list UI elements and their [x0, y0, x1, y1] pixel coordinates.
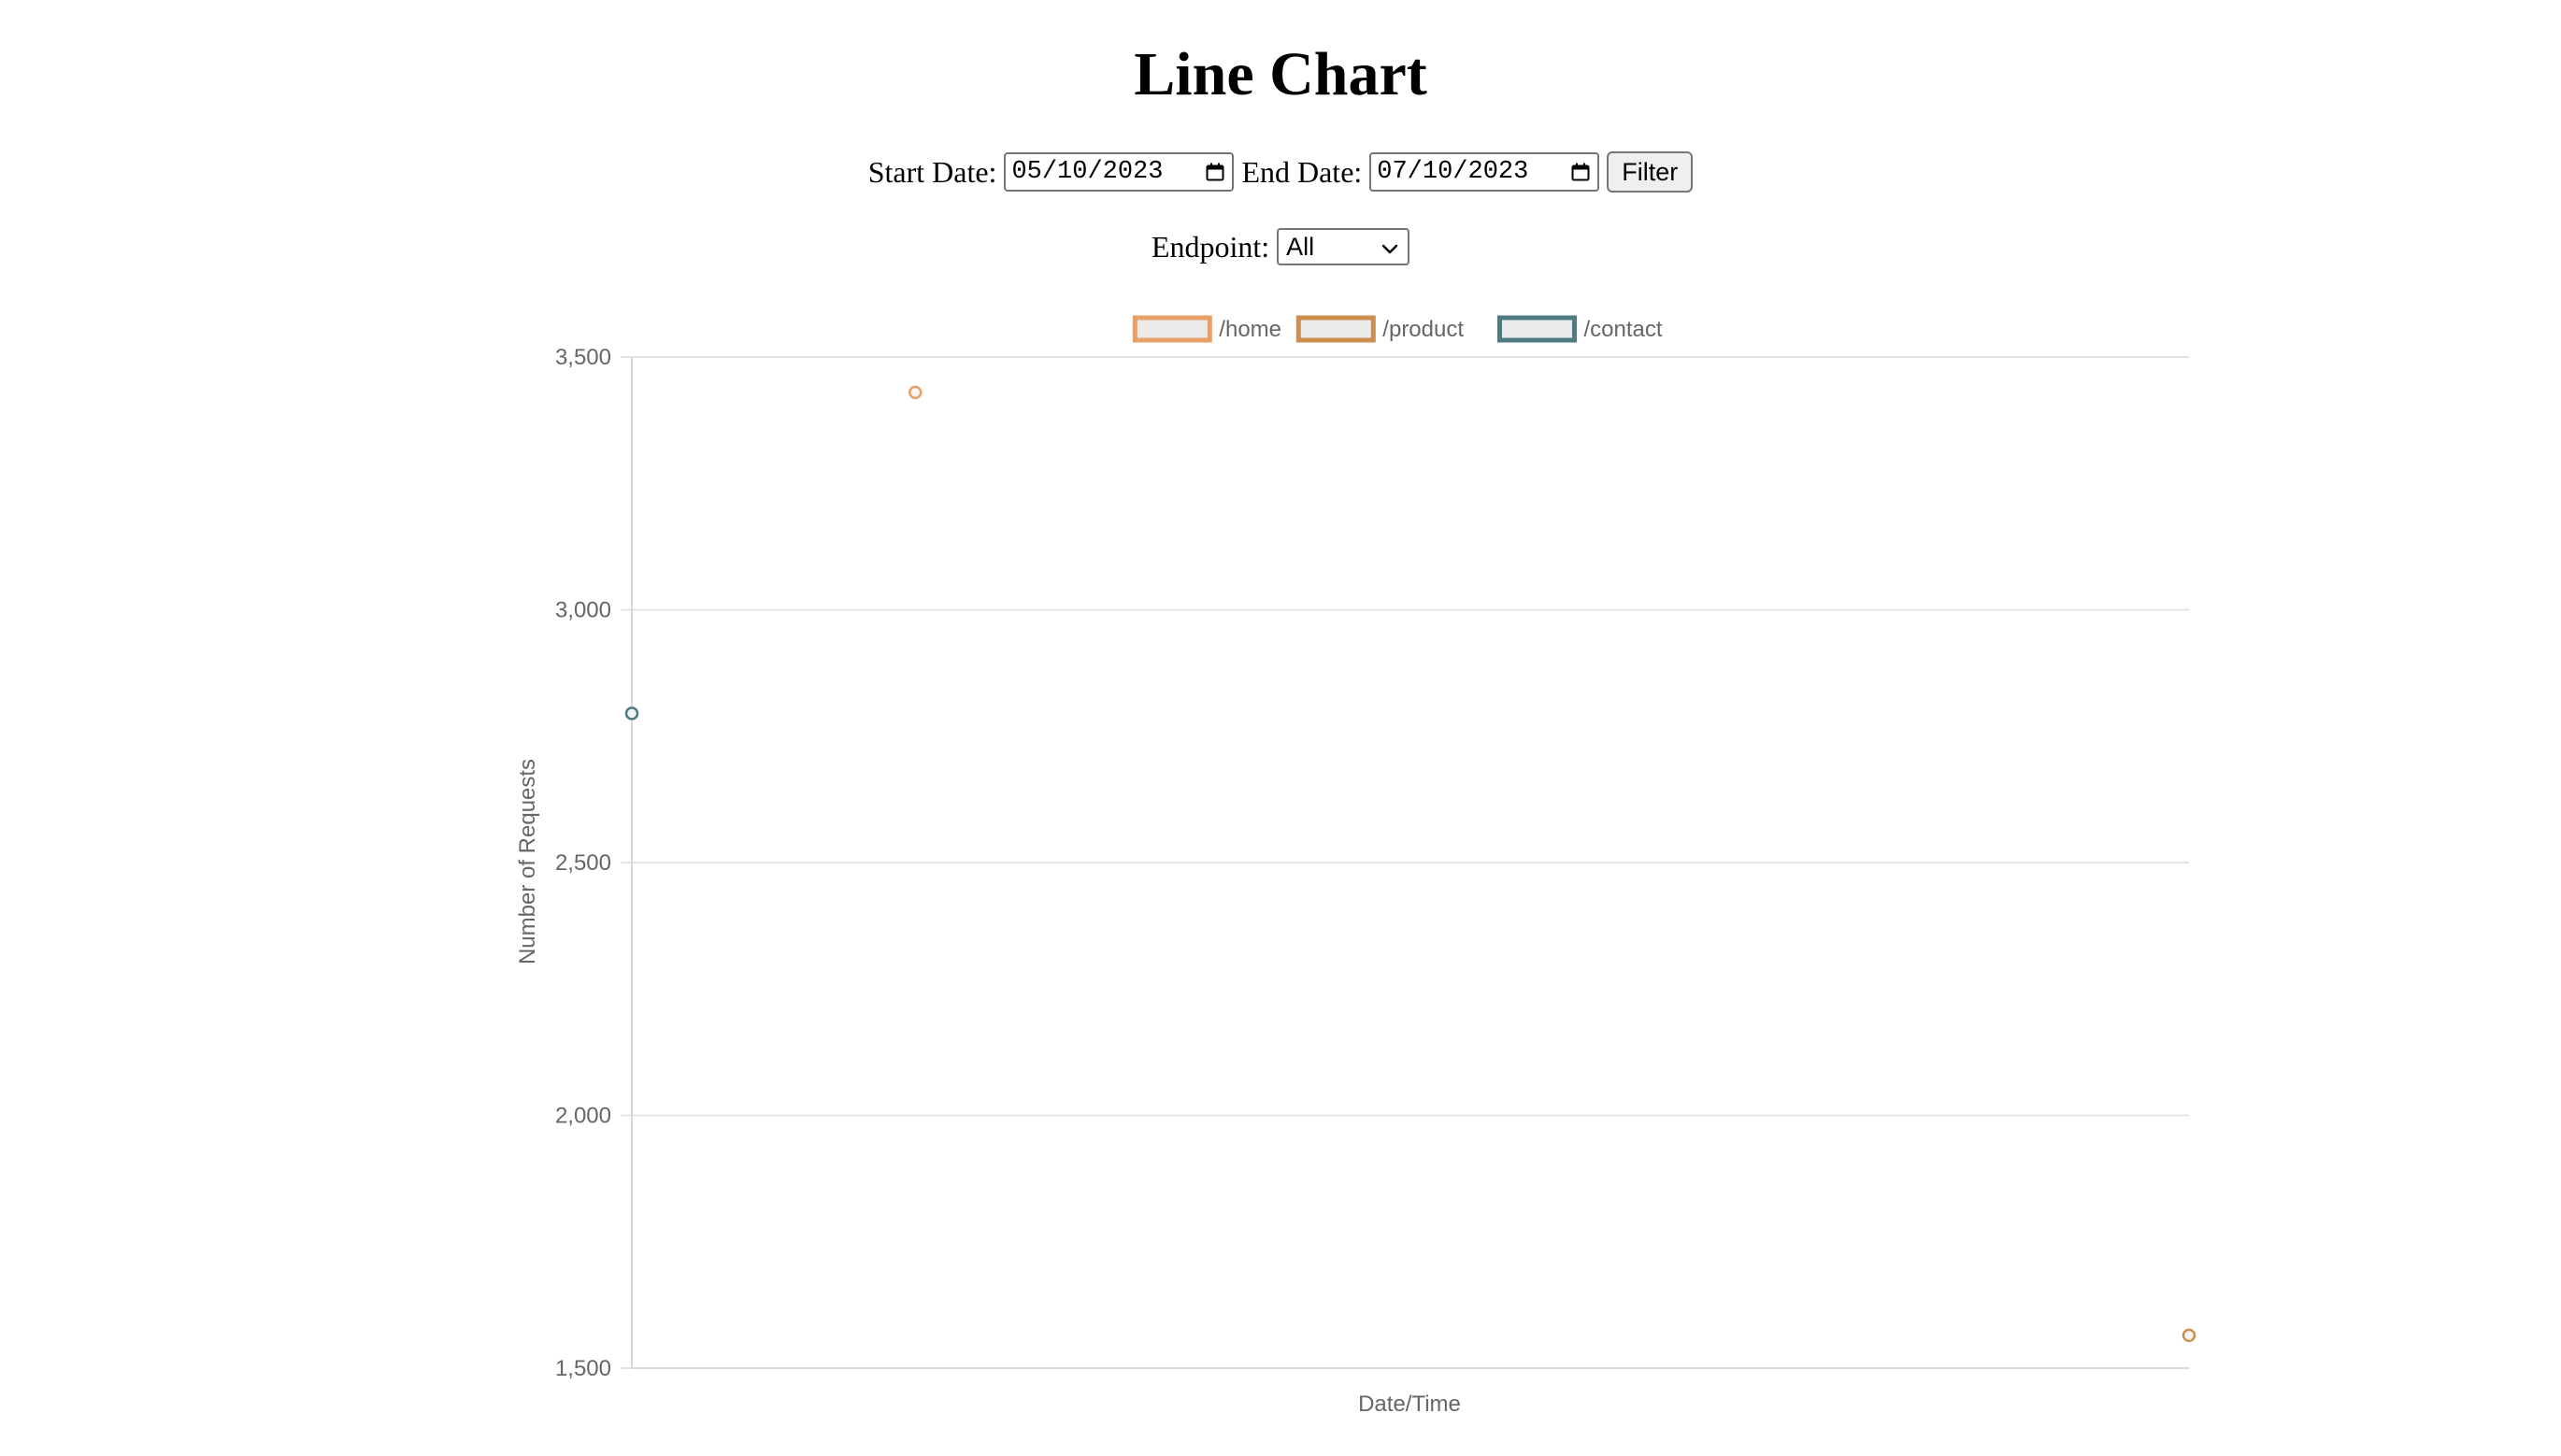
y-axis-title: Number of Requests — [515, 759, 540, 964]
calendar-icon[interactable] — [1206, 163, 1224, 181]
y-tick-label: 3,000 — [555, 598, 611, 623]
end-date-input[interactable]: 07/10/2023 — [1369, 152, 1600, 192]
y-tick-label: 2,500 — [555, 850, 611, 876]
x-axis-title: Date/Time — [1358, 1392, 1461, 1417]
filter-button[interactable]: Filter — [1607, 151, 1694, 193]
chevron-down-icon — [1381, 233, 1398, 262]
endpoint-selected-value: All — [1286, 232, 1315, 261]
end-date-label: End Date: — [1241, 154, 1363, 189]
end-date-value: 07/10/2023 — [1377, 158, 1529, 186]
calendar-icon[interactable] — [1571, 163, 1590, 181]
data-point[interactable] — [908, 385, 923, 400]
y-tick-label: 1,500 — [555, 1356, 611, 1381]
legend-item[interactable]: /product — [1295, 315, 1464, 343]
legend-label: /contact — [1584, 317, 1663, 342]
legend-swatch — [1497, 315, 1577, 343]
y-tick-label: 2,000 — [555, 1104, 611, 1129]
date-filter-row: Start Date: 05/10/2023 End Date: 07/10/2… — [0, 151, 2561, 193]
data-point[interactable] — [2182, 1328, 2196, 1343]
legend-swatch — [1132, 315, 1212, 343]
legend-item[interactable]: /contact — [1497, 315, 1663, 343]
legend-swatch — [1295, 315, 1376, 343]
start-date-input[interactable]: 05/10/2023 — [1004, 152, 1235, 192]
endpoint-filter-row: Endpoint: All — [0, 226, 2561, 267]
start-date-label: Start Date: — [867, 154, 997, 189]
endpoint-label: Endpoint: — [1151, 229, 1270, 264]
y-tick-label: 3,500 — [555, 345, 611, 370]
legend-label: /product — [1382, 317, 1464, 342]
start-date-value: 05/10/2023 — [1011, 158, 1164, 186]
page-title: Line Chart — [1134, 40, 1427, 108]
legend-label: /home — [1219, 317, 1281, 342]
data-point[interactable] — [624, 707, 639, 721]
endpoint-select[interactable]: All — [1277, 228, 1410, 265]
legend-item[interactable]: /home — [1132, 315, 1281, 343]
